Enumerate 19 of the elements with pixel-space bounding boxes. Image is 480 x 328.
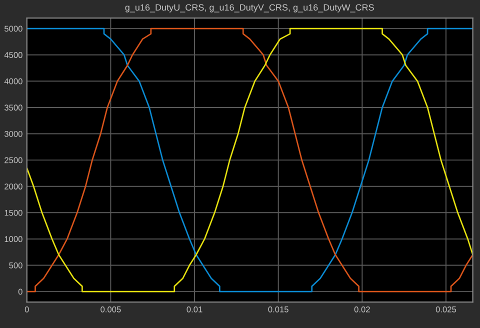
- y-tick-label: 4000: [4, 78, 22, 84]
- y-tick-label: 2500: [4, 157, 22, 164]
- y-tick-label: 5000: [4, 26, 22, 32]
- x-tick-label: 0.01: [186, 306, 202, 312]
- y-tick-label: 3500: [4, 104, 22, 111]
- y-tick-label: 1000: [4, 236, 22, 242]
- x-tick-label: 0.005: [100, 306, 121, 312]
- y-tick-label: 3000: [4, 130, 22, 137]
- y-tick-label: 2000: [4, 184, 22, 190]
- chart-title: g_u16_DutyU_CRS, g_u16_DutyV_CRS, g_u16_DutyW_CRS: [125, 4, 374, 12]
- x-tick-label: 0.025: [436, 306, 456, 312]
- y-tick-label: 500: [9, 262, 22, 268]
- x-tick-label: 0.015: [268, 306, 288, 312]
- y-tick-label: 0: [18, 288, 22, 295]
- y-tick-label: 4500: [4, 52, 22, 58]
- x-tick-label: 0: [24, 306, 29, 312]
- y-tick-label: 1500: [4, 210, 22, 216]
- line-series: [26, 28, 473, 292]
- x-tick-label: 0.02: [354, 306, 370, 312]
